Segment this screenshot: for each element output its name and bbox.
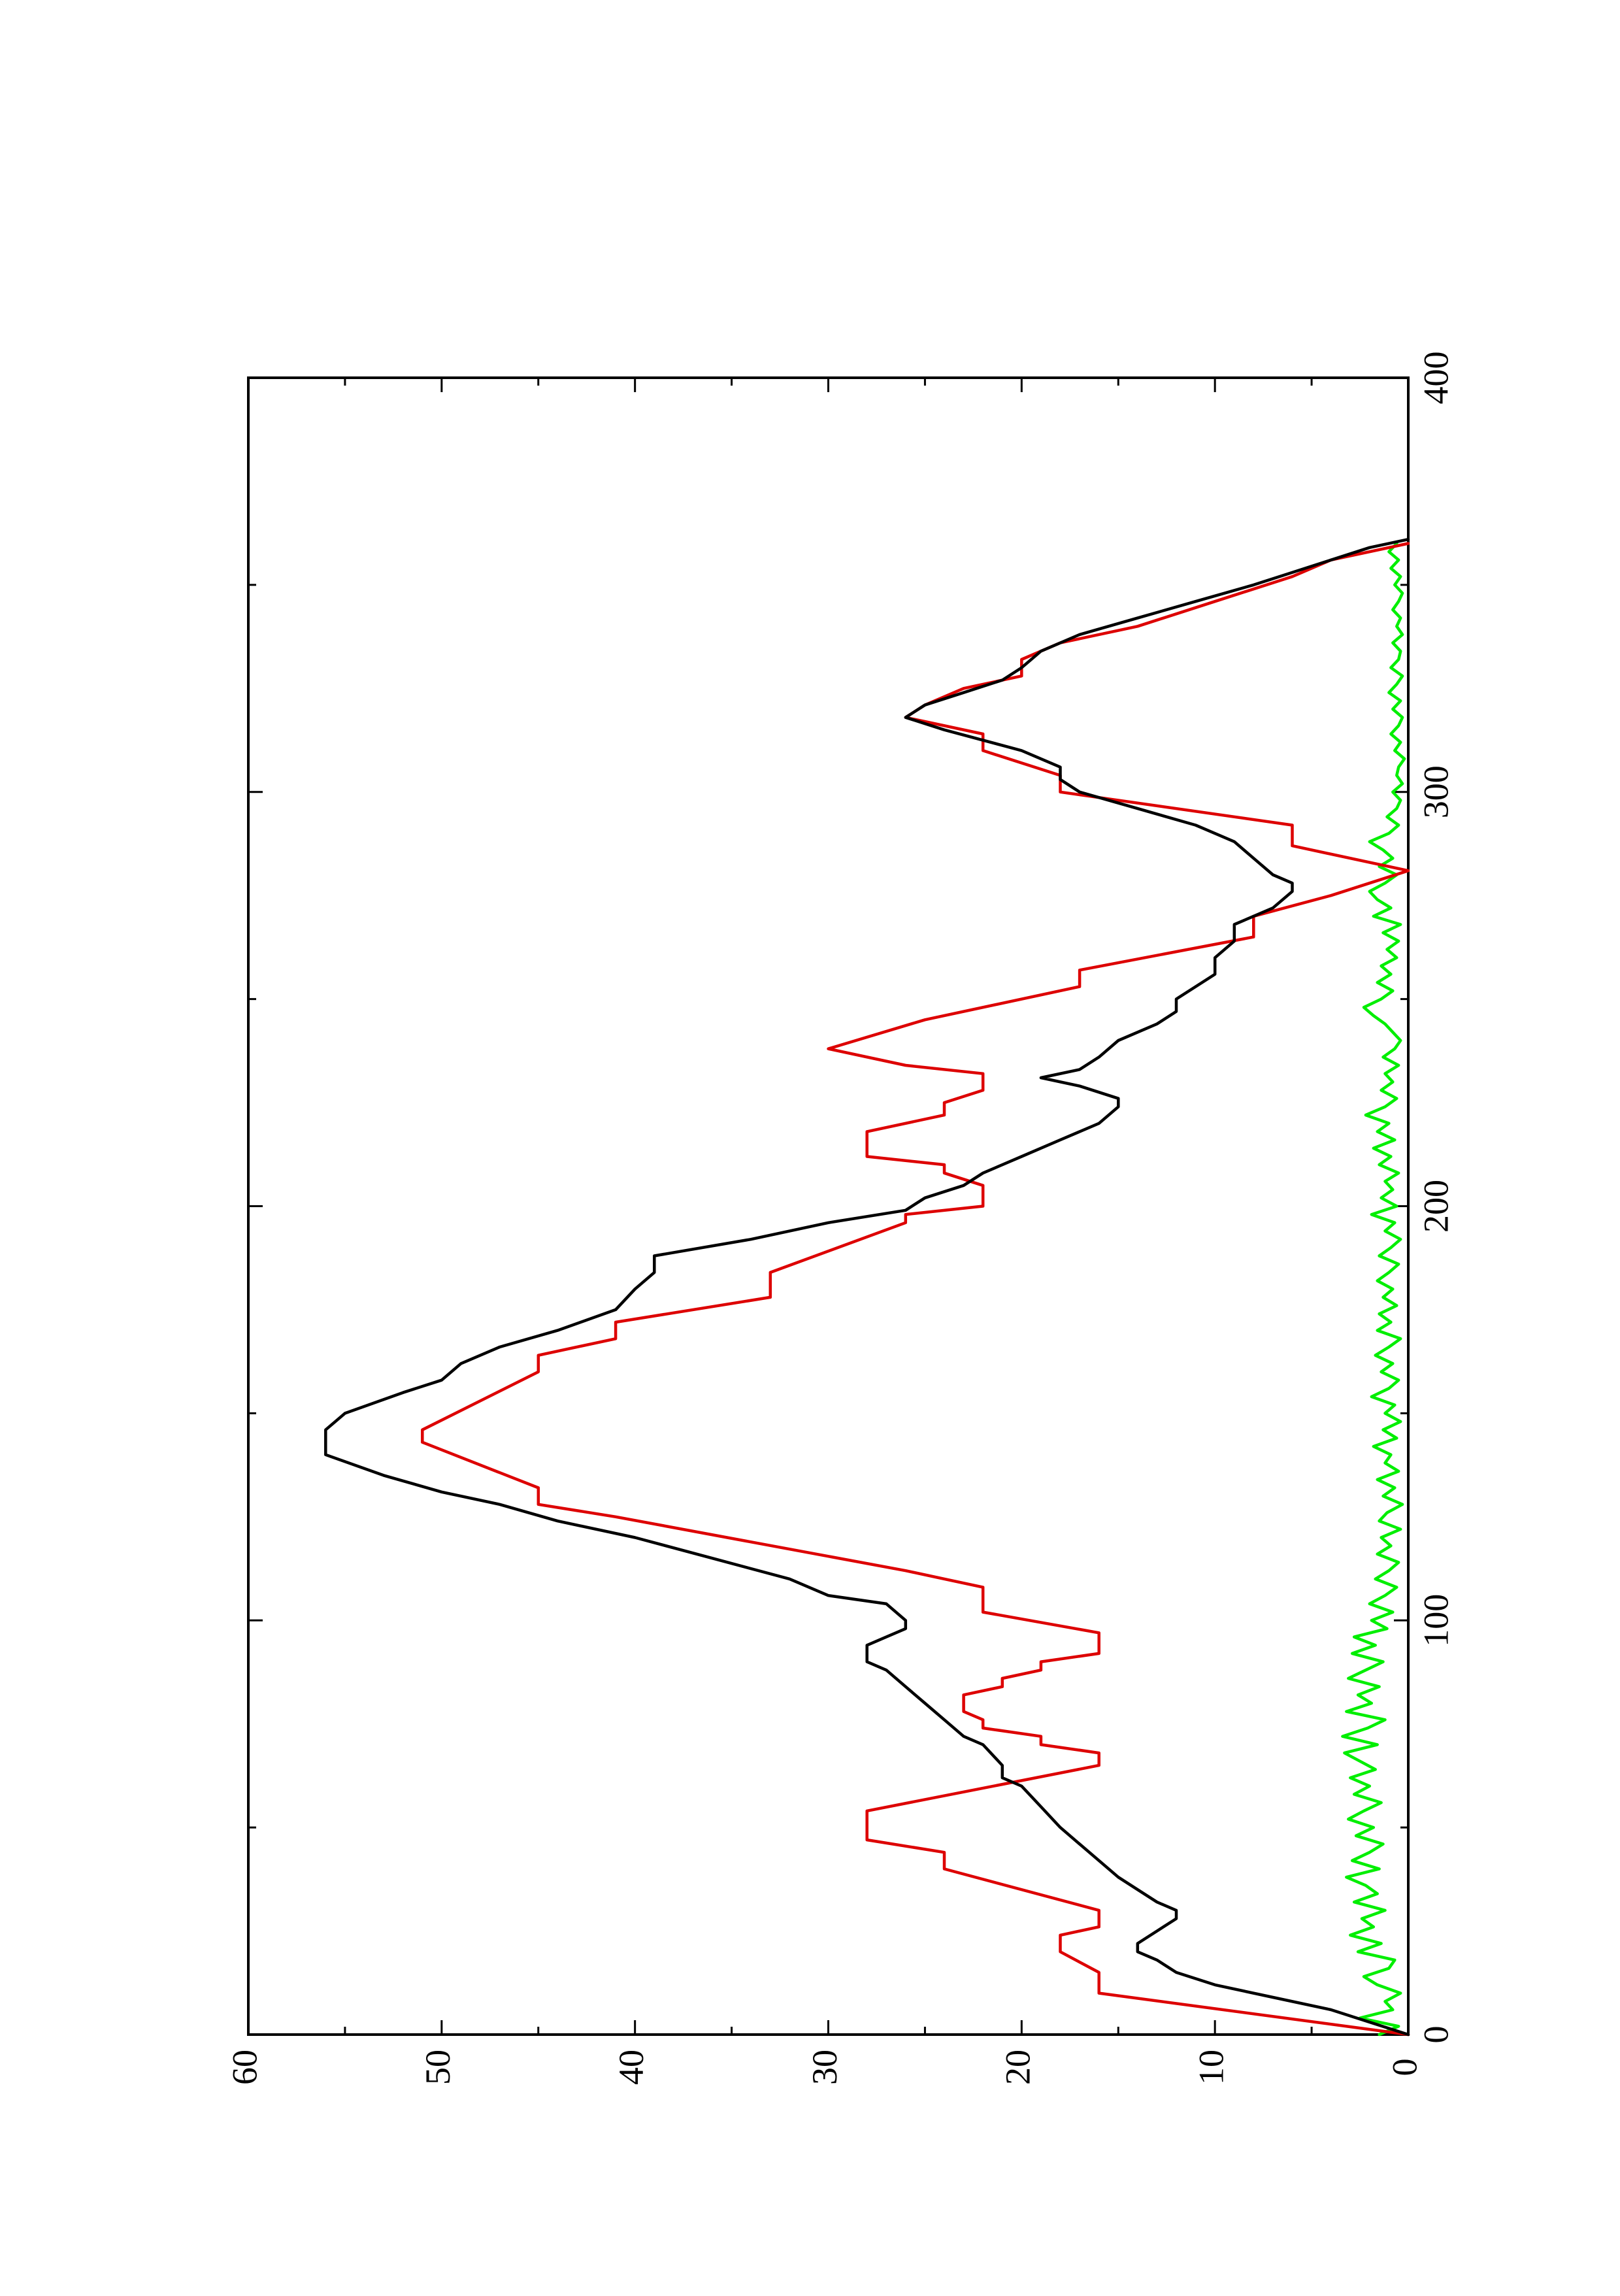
series-green-line: [1341, 542, 1406, 2037]
x-tick-label: 0: [1416, 2026, 1455, 2044]
x-tick-label: 200: [1416, 1180, 1455, 1233]
x-tick-label: 400: [1416, 352, 1455, 405]
y-tick-label: 10: [1192, 2050, 1231, 2085]
series-black-line: [324, 537, 1410, 2037]
series-red-line: [421, 542, 1410, 2037]
y-tick-label: 60: [225, 2050, 264, 2085]
x-tick-label: 100: [1416, 1594, 1455, 1647]
y-tick-label: 0: [1385, 2059, 1424, 2076]
y-tick-label: 30: [805, 2050, 844, 2085]
plot-area: 0 100 200 300 400 0 10 20 30 40 50 60: [225, 352, 1455, 2086]
y-tick-label: 40: [612, 2050, 651, 2085]
y-tick-label: 50: [418, 2050, 457, 2085]
x-tick-label: 300: [1416, 765, 1455, 818]
y-tick-label: 20: [999, 2050, 1038, 2085]
